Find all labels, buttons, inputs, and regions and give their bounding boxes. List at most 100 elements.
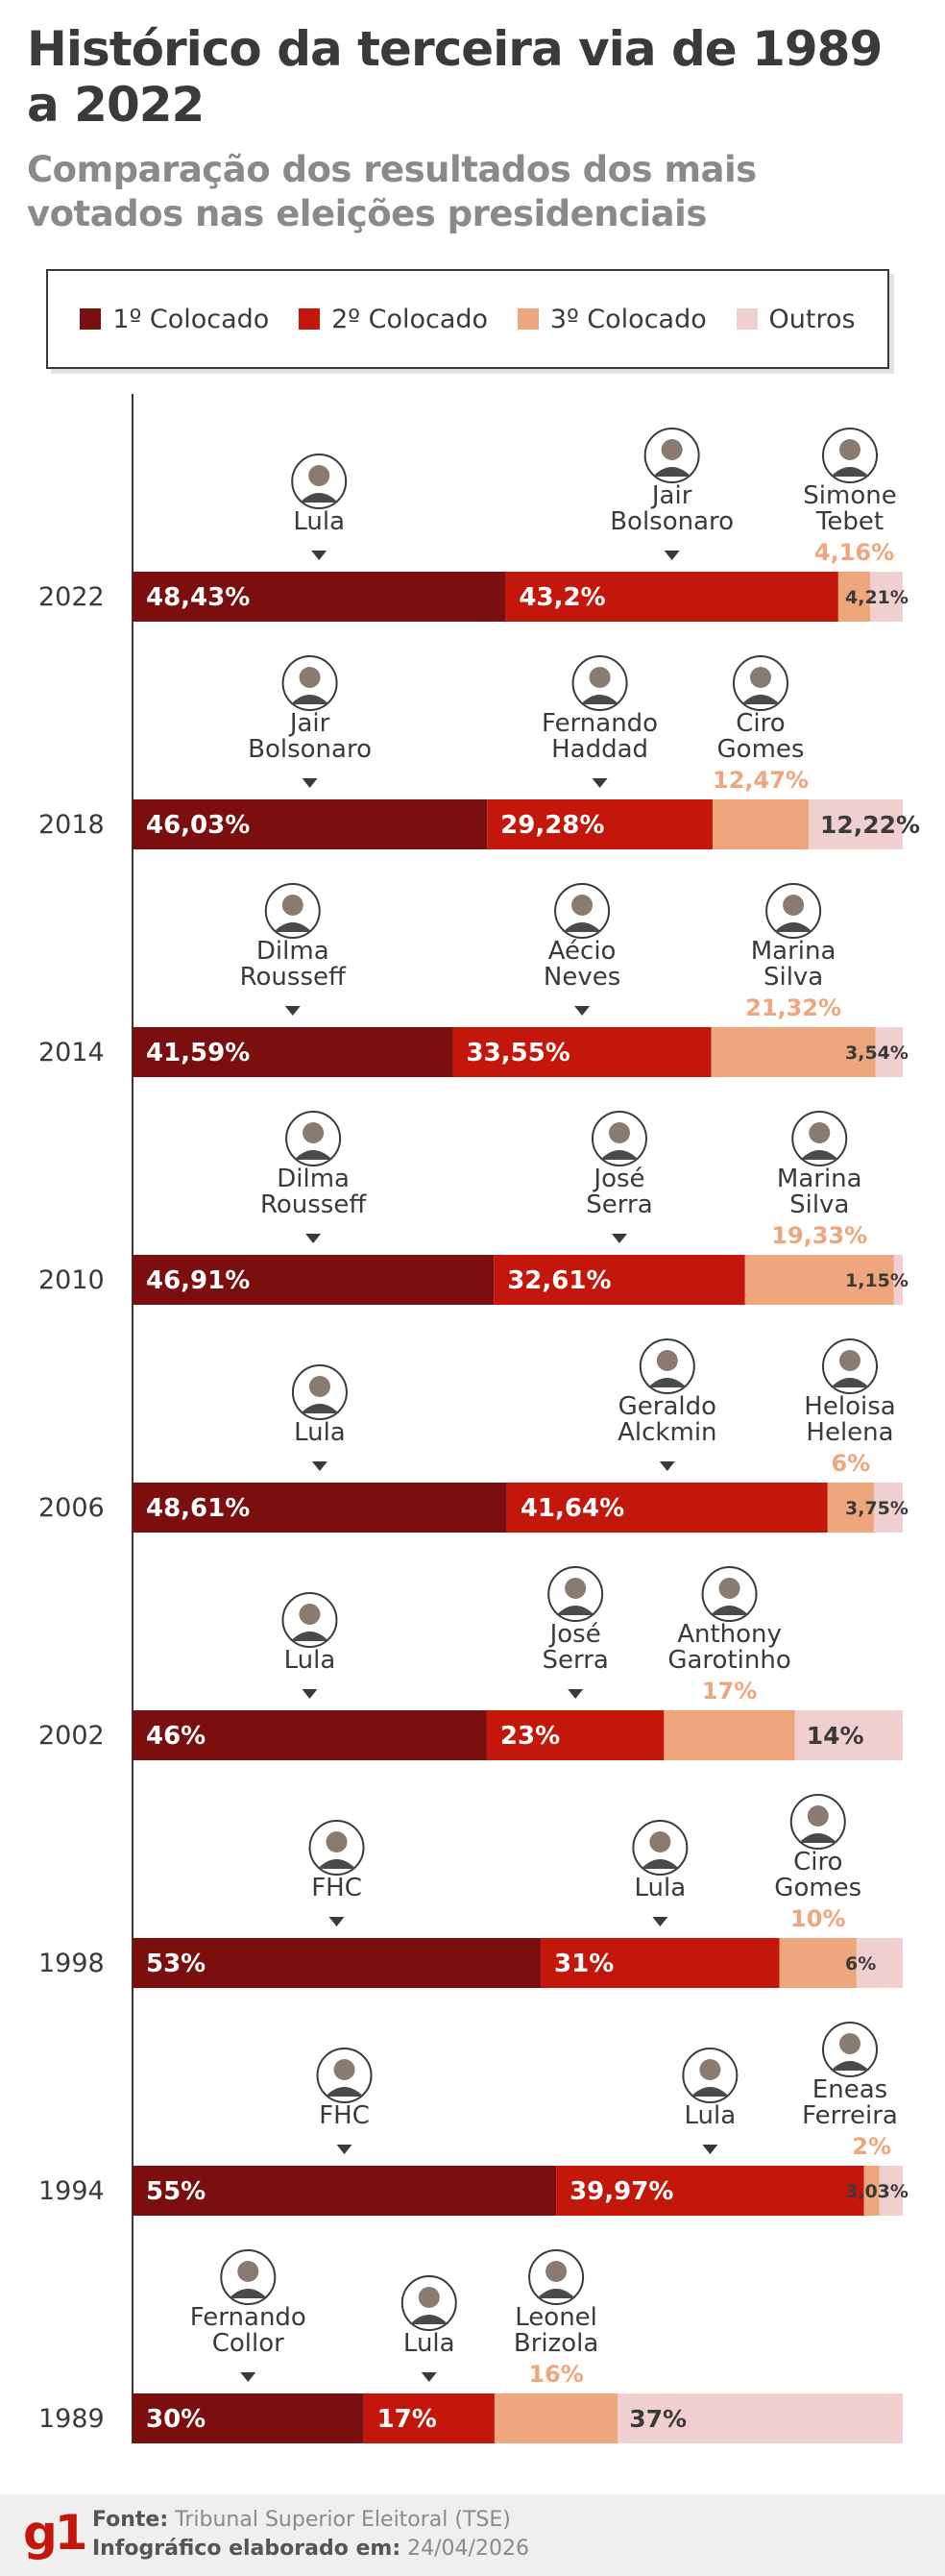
- bar-segment: [837, 572, 871, 622]
- data-label: 37%: [629, 2405, 687, 2433]
- legend-swatch-first: [80, 308, 102, 330]
- bar-segment: [779, 1938, 857, 1988]
- bar-segment: [856, 1938, 903, 1988]
- page-title: Histórico da terceira via de 1989 a 2022: [27, 21, 883, 133]
- candidate-marker: [574, 1006, 591, 1016]
- legend-swatch-second: [299, 308, 321, 330]
- bar-segment: [863, 2166, 880, 2216]
- source-line: Fonte: Tribunal Superior Eleitoral (TSE): [92, 2508, 511, 2532]
- year-label: 2022: [38, 582, 105, 612]
- data-label: 12,22%: [820, 811, 920, 839]
- data-label: 17%: [377, 2405, 437, 2434]
- bar-segment: [133, 1483, 507, 1533]
- candidate-marker: [328, 1917, 345, 1926]
- candidate-name: Eneas: [812, 2075, 887, 2104]
- data-label: 3,03%: [845, 2181, 909, 2202]
- candidate-marker: [568, 1689, 584, 1699]
- candidate-name: FHC: [319, 2101, 370, 2130]
- data-label: 17%: [702, 1678, 757, 1705]
- data-label: 32,61%: [507, 1266, 611, 1295]
- candidate-name: Rousseff: [260, 1190, 367, 1219]
- data-label: 29,28%: [500, 811, 604, 840]
- candidate-name: Geraldo: [618, 1392, 716, 1421]
- avatar-head: [571, 895, 594, 916]
- year-label: 2014: [38, 1038, 105, 1067]
- avatar-shoulders: [580, 695, 619, 704]
- candidate-marker: [311, 551, 327, 560]
- data-label: 46,03%: [146, 811, 250, 840]
- candidate-name: Bolsonaro: [248, 735, 372, 764]
- bar-segment: [486, 1710, 665, 1760]
- avatar-shoulders: [641, 1859, 680, 1869]
- candidate-name: Dilma: [256, 937, 329, 966]
- candidate-name: Haddad: [551, 735, 648, 764]
- avatar-shoulders: [774, 922, 813, 932]
- bar-segment: [133, 799, 488, 849]
- bar-segment: [827, 1483, 874, 1533]
- avatar-head: [303, 1122, 325, 1143]
- avatar-shoulders: [647, 1378, 687, 1387]
- legend-label-second: 2º Colocado: [331, 304, 489, 334]
- candidate-name: Marina: [751, 937, 836, 966]
- g1-logo: g1: [23, 2505, 88, 2561]
- candidate-name: Serra: [542, 1646, 608, 1675]
- data-label: 1,15%: [845, 1270, 909, 1291]
- avatar-shoulders: [409, 2315, 448, 2324]
- candidate-marker: [284, 1006, 301, 1016]
- legend-label-third: 3º Colocado: [549, 304, 707, 334]
- bar-segment: [873, 1483, 903, 1533]
- avatar-head: [608, 1122, 630, 1143]
- avatar-shoulders: [300, 1404, 339, 1413]
- candidate-name: Jair: [650, 481, 692, 510]
- data-label: 2%: [852, 2133, 891, 2160]
- bar-segment: [875, 1027, 903, 1077]
- bar-segment: [879, 2166, 903, 2216]
- avatar-head: [545, 2261, 568, 2282]
- candidate-name: Fernando: [190, 2303, 306, 2332]
- bar-segment: [541, 1938, 780, 1988]
- candidate-name: Leonel: [515, 2303, 597, 2332]
- avatar-shoulders: [740, 695, 780, 704]
- bar-segment: [133, 1938, 542, 1988]
- candidate-name: Rousseff: [240, 963, 347, 992]
- data-label: 33,55%: [467, 1039, 570, 1067]
- data-label: 6%: [831, 1450, 870, 1477]
- avatar-head: [333, 2059, 355, 2080]
- bar-segment: [452, 1027, 712, 1077]
- avatar-shoulders: [691, 2087, 730, 2097]
- avatar-shoulders: [325, 2087, 364, 2097]
- candidate-name: Serra: [586, 1190, 652, 1219]
- candidate-name: Ciro: [736, 709, 785, 738]
- data-label: 23%: [500, 1722, 560, 1751]
- year-label: 2018: [38, 810, 105, 840]
- avatar-head: [839, 439, 860, 460]
- candidate-name: FHC: [311, 1874, 362, 1902]
- legend-swatch-third: [517, 308, 539, 330]
- candidate-marker: [302, 778, 318, 788]
- bar-segment: [494, 1255, 745, 1305]
- avatar-shoulders: [273, 922, 312, 932]
- avatar-shoulders: [831, 467, 869, 477]
- avatar-head: [308, 465, 330, 486]
- candidate-name: Collor: [212, 2329, 284, 2358]
- candidate-name: Tebet: [815, 507, 884, 536]
- year-label: 2010: [38, 1265, 105, 1295]
- year-label: 2006: [38, 1493, 105, 1523]
- avatar-shoulders: [599, 1150, 639, 1160]
- bar-segment: [744, 1255, 894, 1305]
- candidate-marker: [421, 2372, 437, 2382]
- avatar-shoulders: [294, 1150, 333, 1160]
- bar-segment: [133, 2393, 364, 2443]
- data-label: 43,2%: [519, 583, 605, 612]
- data-label: 53%: [146, 1950, 206, 1978]
- year-label: 2002: [38, 1721, 105, 1751]
- candidate-marker: [592, 778, 608, 788]
- avatar-head: [299, 1604, 321, 1625]
- data-label: 12,47%: [713, 767, 809, 794]
- candidate-name: Silva: [763, 963, 823, 992]
- data-label: 48,43%: [146, 583, 250, 612]
- source-label: Fonte:: [92, 2508, 169, 2532]
- candidate-name: Ciro: [793, 1848, 842, 1877]
- avatar-head: [839, 2033, 860, 2054]
- bar-segment: [133, 572, 506, 622]
